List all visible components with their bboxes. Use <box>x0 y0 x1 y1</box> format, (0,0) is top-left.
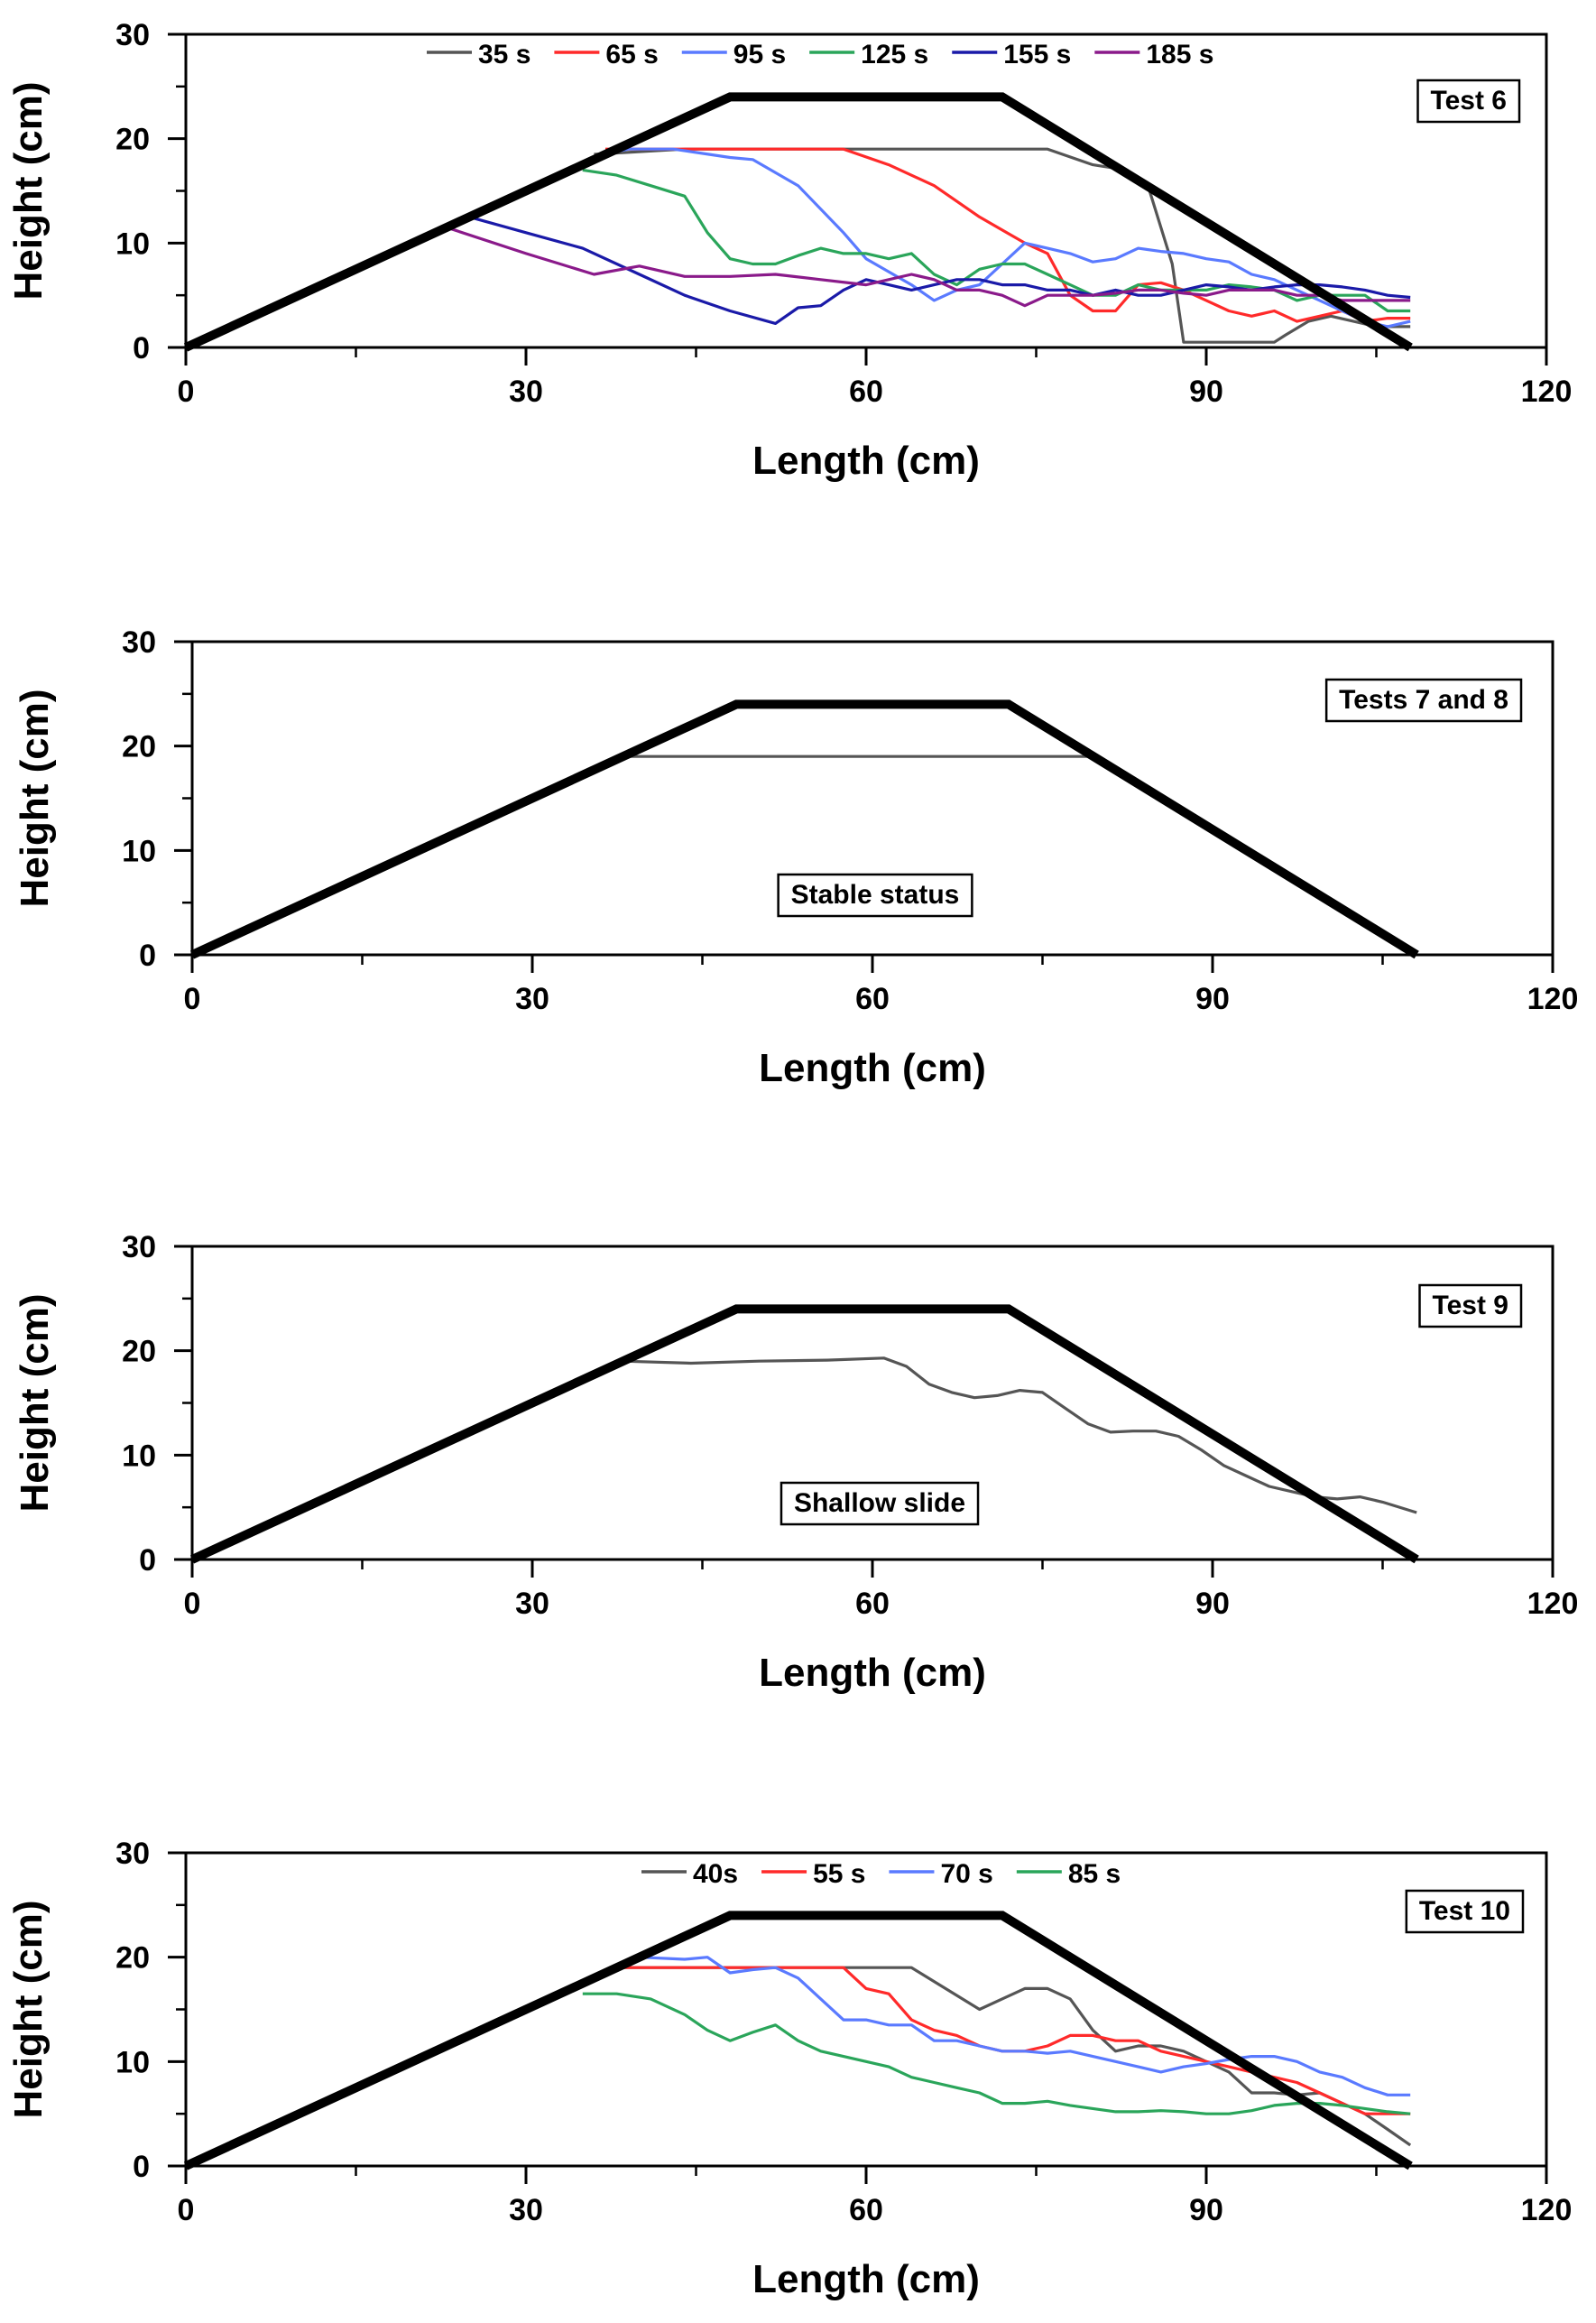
x-tick-label: 30 <box>515 982 549 1016</box>
series-line-185s <box>446 226 1411 308</box>
y-tick-label: 30 <box>122 625 156 660</box>
legend-label: 125 s <box>861 40 928 69</box>
embankment-outline <box>183 92 1413 352</box>
legend-label: 95 s <box>733 40 786 69</box>
x-tick-label: 90 <box>1195 982 1230 1016</box>
y-axis-label: Height (cm) <box>6 82 51 301</box>
y-tick-label: 30 <box>122 1230 156 1264</box>
panel-label-box <box>1405 1889 1525 1934</box>
x-axis-label: Length (cm) <box>759 1046 986 1090</box>
x-tick-label: 30 <box>515 1587 549 1621</box>
panel-label: Test 10 <box>1419 1896 1510 1926</box>
panel-label: Test 6 <box>1431 86 1507 116</box>
chart-panel-1: 0 30 60 90 120 0 10 20 30 Length (cm) Height (cm) 3… <box>6 18 1572 483</box>
x-tick-label: 120 <box>1521 375 1573 409</box>
x-tick-label: 60 <box>855 1587 890 1621</box>
legend-label: 70 s <box>940 1859 992 1889</box>
legend-label: 185 s <box>1146 40 1213 69</box>
annotation-label: Shallow slide <box>794 1488 965 1518</box>
x-tick-label: 90 <box>1189 2193 1223 2227</box>
panel-label-box <box>1416 79 1521 124</box>
y-tick-label: 30 <box>115 1837 150 1871</box>
chart-panel-4: 0 30 60 90 120 0 10 20 30 Length (cm) Height (cm) 4… <box>6 1837 1572 2301</box>
legend-label: 35 s <box>478 40 530 69</box>
panel-label: Test 9 <box>1433 1291 1508 1320</box>
panel-label-box <box>1418 1283 1523 1328</box>
y-tick-label: 10 <box>122 1439 156 1473</box>
x-axis-label: Length (cm) <box>752 2257 980 2301</box>
y-tick-label: 20 <box>122 730 156 764</box>
legend-label: 55 s <box>813 1859 865 1889</box>
y-tick-label: 0 <box>139 939 156 973</box>
x-tick-label: 0 <box>178 375 195 409</box>
chart-panel-3: 0 30 60 90 120 0 10 20 30 Length (cm) Height (cm) T… <box>13 1230 1578 1695</box>
legend-label: 85 s <box>1068 1859 1121 1889</box>
x-tick-label: 60 <box>849 375 883 409</box>
x-tick-label: 60 <box>849 2193 883 2227</box>
y-tick-label: 30 <box>115 18 150 52</box>
legend-label: 40s <box>693 1859 738 1889</box>
legend-label: 65 s <box>605 40 658 69</box>
y-tick-label: 20 <box>115 1941 150 1976</box>
y-tick-label: 10 <box>122 834 156 868</box>
series-line-95s <box>604 147 1411 329</box>
x-tick-label: 60 <box>855 982 890 1016</box>
x-axis-label: Length (cm) <box>752 439 980 483</box>
panel-label: Tests 7 and 8 <box>1339 685 1508 715</box>
x-tick-label: 30 <box>509 2193 543 2227</box>
annotation-label: Stable status <box>791 880 960 910</box>
x-tick-label: 120 <box>1521 2193 1573 2227</box>
y-tick-label: 10 <box>115 227 150 261</box>
y-axis-label: Height (cm) <box>13 1294 57 1513</box>
embankment-outline <box>183 1911 1413 2170</box>
series-line-125s <box>582 168 1411 313</box>
y-tick-label: 10 <box>115 2045 150 2079</box>
x-tick-label: 0 <box>178 2193 195 2227</box>
x-tick-label: 90 <box>1195 1587 1230 1621</box>
x-tick-label: 90 <box>1189 375 1223 409</box>
legend-label: 155 s <box>1003 40 1071 69</box>
x-tick-label: 0 <box>184 982 201 1016</box>
embankment-outline <box>189 699 1419 959</box>
y-tick-label: 0 <box>133 331 150 366</box>
series-line-55s <box>616 1966 1411 2115</box>
chart-panel-2: 0 30 60 90 120 0 10 20 30 Length (cm) Height (cm) T… <box>13 625 1578 1090</box>
series-line-85s <box>582 1992 1411 2115</box>
annotation-box <box>777 873 973 918</box>
series-line-40s <box>616 1966 1412 2147</box>
y-tick-label: 20 <box>122 1335 156 1369</box>
series-line-35s <box>594 147 1411 344</box>
y-tick-label: 20 <box>115 123 150 157</box>
y-tick-label: 0 <box>139 1543 156 1578</box>
series-line-70s <box>615 1956 1411 2096</box>
embankment-outline <box>189 1304 1419 1564</box>
y-tick-label: 0 <box>133 2150 150 2184</box>
panel-label-box <box>1324 678 1523 723</box>
x-tick-label: 120 <box>1527 1587 1579 1621</box>
x-tick-label: 120 <box>1527 982 1579 1016</box>
x-tick-label: 30 <box>509 375 543 409</box>
x-axis-label: Length (cm) <box>759 1651 986 1695</box>
series-line-155s <box>468 215 1411 325</box>
annotation-box <box>780 1481 980 1526</box>
y-axis-label: Height (cm) <box>6 1901 51 2119</box>
y-axis-label: Height (cm) <box>13 689 57 908</box>
x-tick-label: 0 <box>184 1587 201 1621</box>
